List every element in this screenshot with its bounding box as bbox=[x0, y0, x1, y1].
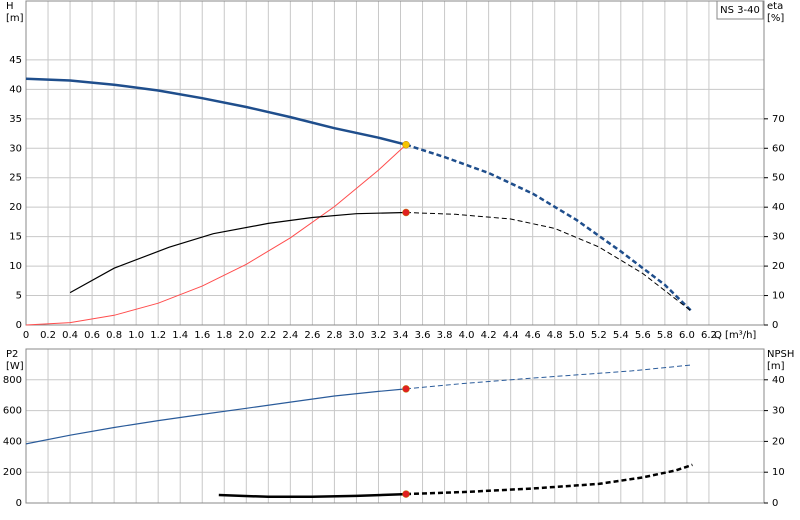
x-tick-label: 4.2 bbox=[481, 330, 497, 341]
y2-tick-label: 0 bbox=[772, 320, 778, 331]
y-axis-label: P2 bbox=[6, 349, 18, 360]
x-tick-label: 2.0 bbox=[238, 330, 254, 341]
duty-point bbox=[402, 208, 410, 217]
x-tick-label: 5.2 bbox=[591, 330, 607, 341]
duty-point bbox=[402, 490, 410, 498]
y-tick-label: 800 bbox=[3, 375, 22, 386]
pump-tag: NS 3-40 bbox=[720, 5, 760, 16]
y2-tick-label: 70 bbox=[772, 114, 785, 125]
y-tick-label: 10 bbox=[9, 261, 22, 272]
x-tick-label: 5.6 bbox=[635, 330, 651, 341]
curve bbox=[25, 144, 407, 326]
curve bbox=[405, 212, 693, 313]
y2-tick-label: 10 bbox=[772, 291, 785, 302]
y-tick-label: 45 bbox=[9, 55, 22, 66]
y2-tick-label: 40 bbox=[772, 375, 785, 386]
x-tick-label: 4.0 bbox=[459, 330, 475, 341]
y-tick-label: 5 bbox=[16, 291, 22, 302]
x-tick-label: 3.4 bbox=[393, 330, 409, 341]
x-tick-label: 5.0 bbox=[569, 330, 585, 341]
y2-tick-label: 0 bbox=[772, 498, 778, 509]
plot-frame bbox=[25, 0, 765, 326]
x-tick-label: 4.8 bbox=[547, 330, 563, 341]
x-tick-label: 2.6 bbox=[304, 330, 320, 341]
x-tick-label: 1.2 bbox=[150, 330, 166, 341]
y-tick-label: 0 bbox=[16, 320, 22, 331]
x-tick-label: 4.6 bbox=[525, 330, 541, 341]
x-tick-label: 3.8 bbox=[437, 330, 453, 341]
y2-tick-label: 30 bbox=[772, 406, 785, 417]
y2-tick-label: 20 bbox=[772, 261, 785, 272]
x-tick-label: 1.8 bbox=[216, 330, 232, 341]
y2-axis-unit: [m] bbox=[767, 361, 785, 372]
y2-tick-label: 50 bbox=[772, 173, 785, 184]
x-tick-label: 0 bbox=[23, 330, 29, 341]
y2-tick-label: 20 bbox=[772, 436, 785, 447]
plot-frame bbox=[25, 348, 765, 504]
curve bbox=[405, 463, 693, 496]
curve bbox=[69, 211, 407, 294]
x-axis-label: Q [m³/h] bbox=[714, 330, 756, 341]
x-tick-label: 0.8 bbox=[106, 330, 122, 341]
duty-point bbox=[402, 385, 410, 393]
curve bbox=[405, 364, 693, 390]
y2-tick-label: 40 bbox=[772, 202, 785, 213]
x-tick-label: 3.2 bbox=[371, 330, 387, 341]
y2-tick-label: 10 bbox=[772, 467, 785, 478]
y-tick-label: 30 bbox=[9, 143, 22, 154]
x-tick-label: 1.0 bbox=[128, 330, 144, 341]
x-tick-label: 2.4 bbox=[282, 330, 298, 341]
curve bbox=[405, 143, 694, 313]
y-axis-unit: [W] bbox=[6, 361, 24, 372]
y-tick-label: 400 bbox=[3, 436, 22, 447]
y-tick-label: 25 bbox=[9, 173, 22, 184]
x-tick-label: 0.4 bbox=[62, 330, 78, 341]
x-tick-label: 6.2 bbox=[701, 330, 717, 341]
y-tick-label: 600 bbox=[3, 406, 22, 417]
y2-axis-unit: [%] bbox=[767, 13, 784, 24]
x-tick-label: 6.0 bbox=[679, 330, 695, 341]
y-axis-unit: [m] bbox=[6, 13, 24, 24]
y-tick-label: 40 bbox=[9, 84, 22, 95]
x-tick-label: 3.6 bbox=[415, 330, 431, 341]
x-tick-label: 2.2 bbox=[260, 330, 276, 341]
x-tick-label: 2.8 bbox=[326, 330, 342, 341]
y2-tick-label: 30 bbox=[772, 232, 785, 243]
curve bbox=[218, 492, 407, 499]
curve bbox=[25, 388, 407, 445]
x-tick-label: 4.4 bbox=[503, 330, 519, 341]
x-tick-label: 1.6 bbox=[194, 330, 210, 341]
x-tick-label: 0.6 bbox=[84, 330, 100, 341]
y2-axis-label: eta bbox=[767, 1, 783, 12]
curve bbox=[25, 77, 407, 146]
y-tick-label: 35 bbox=[9, 114, 22, 125]
y-tick-label: 0 bbox=[16, 498, 22, 509]
y-tick-label: 15 bbox=[9, 232, 22, 243]
y-tick-label: 20 bbox=[9, 202, 22, 213]
y-tick-label: 200 bbox=[3, 467, 22, 478]
y2-tick-label: 60 bbox=[772, 143, 785, 154]
x-tick-label: 5.4 bbox=[613, 330, 629, 341]
x-tick-label: 1.4 bbox=[172, 330, 188, 341]
x-tick-label: 0.2 bbox=[40, 330, 56, 341]
duty-point bbox=[402, 140, 410, 149]
y2-axis-label: NPSH bbox=[767, 349, 794, 360]
x-tick-label: 5.8 bbox=[657, 330, 673, 341]
x-tick-label: 3.0 bbox=[348, 330, 364, 341]
y-axis-label: H bbox=[6, 1, 14, 12]
